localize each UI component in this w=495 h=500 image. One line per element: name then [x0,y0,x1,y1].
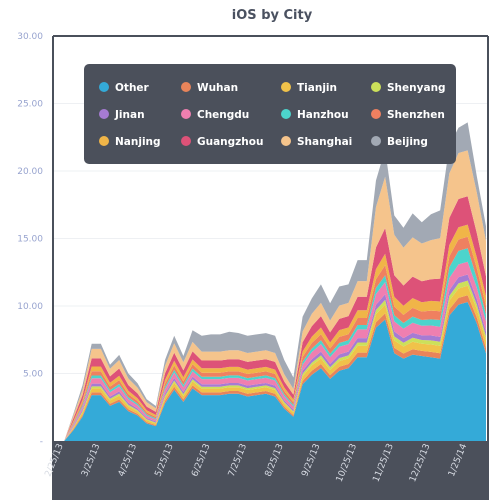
legend-entry: Jinan [99,109,145,121]
legend-entry: Hanzhou [281,109,349,121]
area-series [55,122,486,442]
legend-swatch [281,109,291,119]
legend-label: Guangzhou [197,136,263,148]
legend-label: Beijing [387,136,428,148]
legend-label: Jinan [114,109,145,121]
legend-label: Other [115,82,150,94]
chart-title: iOS by City [232,8,313,23]
legend-label: Hanzhou [297,109,349,121]
legend-swatch [281,136,291,146]
legend-swatch [371,82,381,92]
y-tick-label: 25.00 [17,100,43,110]
legend-label: Wuhan [197,82,238,94]
legend-swatch [181,109,191,119]
legend-swatch [281,82,291,92]
legend-entry: Tianjin [281,82,337,94]
legend-label: Chengdu [197,109,249,121]
legend: Other Wuhan Tianjin Shenyang Jinan Chengdu Han… [84,64,456,164]
legend-label: Tianjin [297,82,337,94]
area-other [55,301,486,441]
legend-swatch [99,109,109,119]
y-axis-ticks: - 5.00 10.00 15.00 20.00 25.00 30.00 [17,32,43,447]
legend-label: Shanghai [297,136,352,148]
plot-frame [52,35,489,441]
legend-entry: Shenzhen [371,109,445,121]
legend-label: Shenyang [387,82,446,94]
legend-swatch [181,136,191,146]
legend-label: Shenzhen [387,109,445,121]
legend-swatch [99,136,109,146]
legend-entry: Chengdu [181,109,249,121]
legend-box [84,64,456,164]
y-tick-label: 5.00 [23,370,43,380]
x-axis-band: 2/25/13 3/25/13 4/25/13 5/25/13 6/25/13 7/25/… [44,441,489,500]
legend-swatch [99,82,109,92]
x-axis-background [52,441,489,500]
legend-swatch [371,109,381,119]
legend-swatch [181,82,191,92]
legend-entry: Nanjing [99,136,161,148]
y-tick-label: 20.00 [17,167,43,177]
y-tick-label: 15.00 [17,235,43,245]
y-tick-label: 10.00 [17,302,43,312]
area-guangzhou [55,196,486,441]
y-tick-label: - [40,437,43,447]
legend-label: Nanjing [115,136,161,148]
legend-entry: Guangzhou [181,136,263,148]
legend-entry: Wuhan [181,82,238,94]
legend-entry: Other [99,82,150,94]
legend-swatch [371,136,381,146]
area-shanghai [55,150,486,441]
legend-entry: Beijing [371,136,428,148]
legend-entry: Shenyang [371,82,446,94]
y-tick-label: 30.00 [17,32,43,42]
legend-entry: Shanghai [281,136,352,148]
